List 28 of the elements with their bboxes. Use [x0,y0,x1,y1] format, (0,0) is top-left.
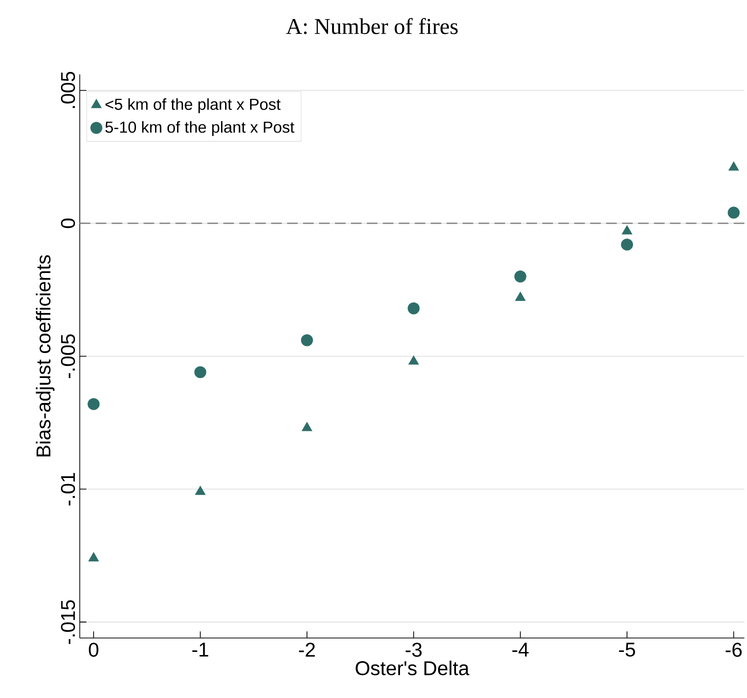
point [514,270,526,283]
point [300,334,313,346]
point [195,486,206,496]
point [302,422,312,432]
x-tick-label: -2 [298,642,315,657]
point [408,356,419,365]
legend-label: <5 km of the plant x Post [106,98,281,114]
x-tick-label: -6 [726,642,742,657]
x-tick-label: 0 [88,642,98,657]
x-tick-label: -3 [406,642,422,657]
x-tick-label: -1 [192,642,208,657]
y-axis-title: Bias-adjust coefficients [36,255,54,456]
x-axis-title: Oster's Delta [356,660,470,676]
chart-title: A: Number of fires [286,18,458,34]
point [621,238,633,251]
y-tick-label: 0 [60,218,76,228]
legend-label: 5-10 km of the plant x Post [105,121,294,136]
y-tick-label: .005 [60,72,76,108]
y-tick-label: -.015 [60,600,76,644]
point [408,302,420,314]
y-tick-label: -.01 [60,473,76,506]
y-tick-label: -.005 [60,334,76,378]
point [194,366,206,378]
x-tick-label: -5 [619,642,636,657]
point [88,398,100,410]
point [88,552,99,562]
x-tick-label: -4 [512,642,529,657]
point [515,292,526,301]
